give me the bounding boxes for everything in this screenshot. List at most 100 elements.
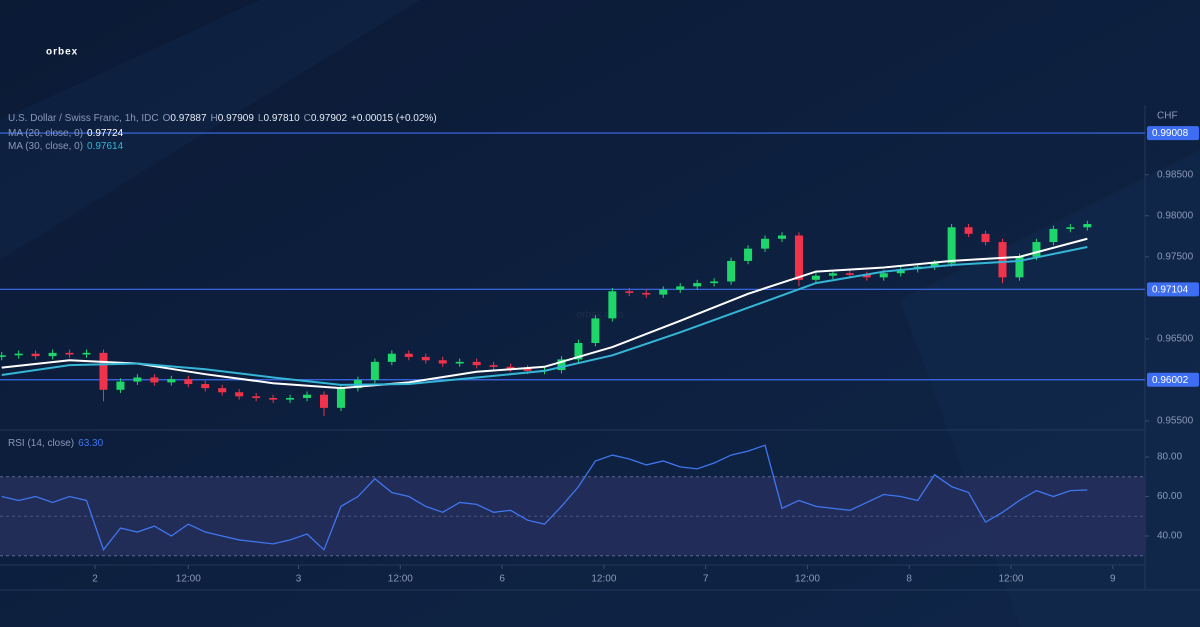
candle-body (31, 353, 40, 357)
x-tick-label: 7 (703, 574, 709, 585)
y-tick-label: 40.00 (1157, 531, 1182, 542)
ohlc-value: 0.97902 (311, 113, 348, 124)
level-label-box (1147, 372, 1199, 387)
candle-body (133, 377, 142, 382)
x-tick-label: 12:00 (176, 574, 201, 585)
x-tick-label: 2 (92, 574, 98, 585)
candle-body (404, 353, 413, 357)
candle-body (625, 291, 634, 293)
candle-body (438, 360, 447, 364)
candle-body (761, 238, 770, 249)
ohlc-value: 0.97887 (170, 113, 207, 124)
candle-body (777, 235, 786, 239)
brand-logo: orbex (46, 47, 78, 58)
level-label: 0.96002 (1152, 375, 1189, 386)
x-tick-label: 8 (906, 574, 912, 585)
candle-body (235, 392, 244, 397)
x-tick-label: 12:00 (795, 574, 820, 585)
candle-body (1066, 227, 1075, 229)
candle-body (116, 381, 125, 390)
candle-body (642, 292, 651, 295)
y-tick-label: 0.95500 (1157, 416, 1194, 427)
candle-body (336, 388, 345, 408)
ohlc-label: C (304, 113, 311, 124)
ohlc-label: L (258, 113, 264, 124)
candle-body (0, 355, 6, 357)
candle-body (981, 233, 990, 243)
candle-body (557, 359, 566, 371)
candle-body (998, 242, 1007, 278)
candle-body (184, 379, 193, 385)
candle-body (744, 248, 753, 261)
candle-body (489, 365, 498, 367)
candle-body (319, 394, 328, 408)
candle-body (370, 361, 379, 380)
ohlc-change: +0.00015 (+0.02%) (351, 113, 437, 124)
candle-body (659, 289, 668, 295)
ohlc-value: 0.97909 (218, 113, 255, 124)
ohlc-label: H (211, 113, 218, 124)
rsi-line (1, 444, 1088, 552)
rsi-value: 63.30 (78, 438, 103, 449)
candle-body (1083, 224, 1092, 228)
candle-body (794, 235, 803, 280)
candle-body (693, 283, 702, 287)
ma-legend: MA (20, close, 0) 0.97724 (8, 128, 124, 139)
candle-body (65, 352, 74, 355)
candle-body (472, 361, 481, 366)
level-label-box (1147, 282, 1199, 297)
ohlc-value: 0.97810 (263, 113, 300, 124)
candle-body (218, 388, 227, 393)
y-tick-label: 0.97500 (1157, 251, 1194, 262)
candle-body (676, 286, 685, 290)
x-tick-label: 6 (499, 574, 505, 585)
candle-body (591, 318, 600, 344)
level-label: 0.99008 (1152, 128, 1189, 139)
ma-legend-name: MA (30, close, 0) (8, 141, 83, 152)
candle-body (455, 361, 464, 364)
x-tick-label: 9 (1110, 574, 1116, 585)
candle-body (1015, 256, 1024, 278)
candle-body (930, 263, 939, 267)
candle-body (879, 273, 888, 278)
candle-body (269, 397, 278, 400)
ma-legend: MA (30, close, 0) 0.97614 (8, 141, 124, 152)
ma-line (1, 237, 1088, 390)
candle-body (286, 397, 295, 400)
rsi-title: RSI (14, close) (8, 438, 74, 449)
candle-body (201, 384, 210, 389)
candle-body (82, 352, 91, 355)
candle-body (387, 353, 396, 362)
candle-body (167, 379, 176, 383)
bg-shape (0, 0, 420, 260)
chart-header: U.S. Dollar / Swiss Franc, 1h, IDC O0.978… (8, 113, 437, 124)
y-tick-label: 60.00 (1157, 491, 1182, 502)
watermark: orbex.com (577, 310, 624, 321)
ma-line (1, 246, 1088, 386)
candle-body (48, 352, 57, 357)
candle-body (828, 273, 837, 276)
y-tick-label: 80.00 (1157, 452, 1182, 463)
candle-body (99, 352, 108, 390)
candle-body (710, 281, 719, 284)
ma-legend-value: 0.97614 (87, 141, 124, 152)
level-label: 0.97104 (1152, 284, 1189, 295)
candle-body (811, 275, 820, 280)
candle-body (506, 366, 515, 369)
candle-body (252, 396, 261, 398)
candle-body (896, 269, 905, 274)
rsi-legend: RSI (14, close) 63.30 (8, 438, 104, 449)
candle-body (303, 394, 312, 398)
candle-body (608, 291, 617, 319)
y-tick-label: 0.96500 (1157, 334, 1194, 345)
ma-legend-value: 0.97724 (87, 128, 124, 139)
candle-body (862, 274, 871, 278)
level-label-box (1147, 126, 1199, 141)
candle-body (845, 273, 854, 275)
candle-body (727, 260, 736, 282)
candle-body (1049, 228, 1058, 243)
candle-body (150, 377, 159, 383)
candle-body (14, 353, 23, 356)
currency-label: CHF (1157, 111, 1178, 122)
y-tick-label: 0.98500 (1157, 169, 1194, 180)
